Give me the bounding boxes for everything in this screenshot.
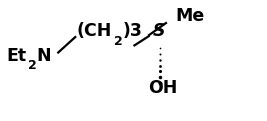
Text: 2: 2 [114,35,123,48]
Text: (CH: (CH [76,23,111,40]
Text: Et: Et [7,47,27,65]
Text: )3: )3 [122,23,142,40]
Text: Me: Me [175,7,204,25]
Text: S: S [153,23,166,40]
Text: N: N [36,47,51,65]
Text: 2: 2 [28,59,37,72]
Text: OH: OH [148,79,178,97]
